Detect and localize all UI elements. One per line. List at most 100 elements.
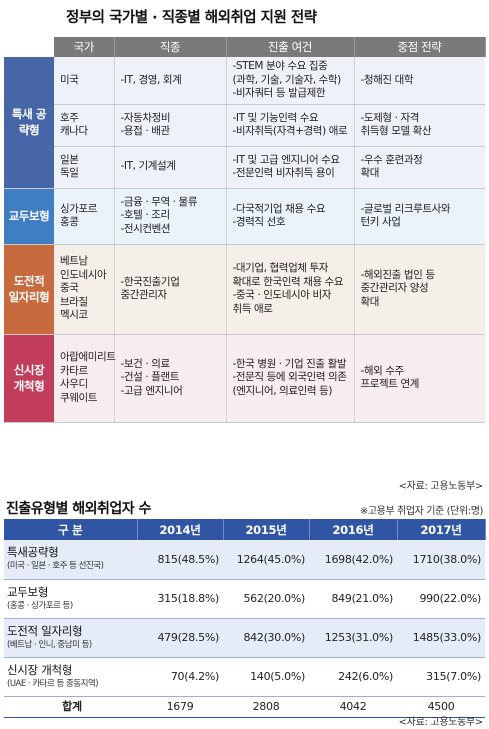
stats-total-label: 합계 (4, 696, 137, 718)
conditions-line: -비자쿼터 등 발급제한 (232, 87, 326, 99)
stats-row-title: 도전적 일자리형 (7, 623, 83, 638)
country-cell: 아랍에미리트 카타르 사우디 쿠웨이트 (54, 334, 116, 423)
conditions-cell: -한국 병원 · 기업 진출 활발 -전문직 등에 외국인력 의존 (엔지니어, 의… (225, 334, 354, 423)
header-strategy: 중점 전략 (354, 37, 486, 57)
country-line: 인도네시아 (60, 268, 107, 281)
stats-value-cell: 849(21.0%) (309, 579, 397, 619)
stats-value-cell: 479(28.5%) (137, 618, 223, 658)
conditions-line: -비자취득(자격+경력) 애로 (232, 125, 348, 137)
country-line: 홍콩 (60, 216, 79, 228)
strategy-cell: -해외 수주 프로젝트 연계 (353, 334, 485, 423)
conditions-cell: -IT 및 고급 엔지니어 수요 -전문인력 비자취득 용이 (225, 146, 354, 189)
strategy-line: 확대 (360, 167, 380, 179)
country-line: 일본 (60, 153, 79, 166)
country-line: 미국 (60, 73, 79, 86)
conditions-line: -중국 · 인도네시아 비자 (232, 289, 332, 301)
conditions-cell: -STEM 분야 수요 집중 (과학, 기술, 기술자, 수학) -비자쿼터 등 발… (225, 57, 354, 105)
jobs-line: -자동차정비 (120, 111, 171, 124)
strategy-line: 확대 (360, 295, 380, 308)
country-cell: 호주 캐나다 (54, 104, 114, 147)
jobs-line: -건설 · 플랜트 (120, 371, 180, 384)
conditions-line: -다국적기업 채용 수요 (232, 202, 326, 215)
strategy-cell: -해외진출 법인 등 중간관리자 양성 확대 (353, 244, 485, 335)
strategy-row: 신시장 개척형 아랍에미리트 카타르 사우디 쿠웨이트 -보건 · 의료 -건설 · 플랜트… (4, 334, 485, 423)
stats-header-2017: 2017년 (397, 519, 486, 540)
strategy-cell: -도제형 · 자격 취득형 모델 확산 (353, 104, 485, 147)
stats-row-subtitle: (베트남 · 인니, 중남미 등) (7, 639, 92, 650)
stats-row-title: 신시장 개척형 (7, 662, 73, 677)
stats-row-title: 특새공략형 (7, 545, 59, 560)
stats-row-title: 교두보형 (7, 584, 49, 599)
stats-value-cell: 815(48.5%) (137, 540, 223, 580)
jobs-line: -전시컨벤션 (120, 222, 171, 235)
stats-row-label: 도전적 일자리형 (베트남 · 인니, 중남미 등) (4, 618, 137, 658)
strategy-row: 교두보형 싱가포르 홍콩 -금융 · 무역 · 물류 -호텔 · 조리 -전시컨벤션 -다국… (4, 188, 485, 245)
strategy-row: 특새 공략형 미국 -IT, 경영, 회계 -STEM 분야 수요 집중 (과학, 기술… (4, 57, 485, 189)
jobs-line: -보건 · 의료 (120, 357, 171, 370)
country-line: 캐나다 (60, 125, 88, 137)
header-blank (4, 37, 54, 57)
stats-value-cell: 140(5.0%) (223, 657, 309, 697)
stats-row-label: 특새공략형 (미국 · 일본 · 호주 등 선진국) (4, 540, 137, 580)
stats-row-label: 신시장 개척형 (UAE · 카타르 등 중동지역) (4, 657, 137, 697)
stats-header-2016: 2016년 (309, 519, 398, 540)
stats-row-subtitle: (미국 · 일본 · 호주 등 선진국) (7, 561, 104, 572)
jobs-line: -금융 · 무역 · 물류 (120, 195, 198, 208)
stats-value-cell: 1253(31.0%) (309, 618, 397, 658)
stats-total-row: 합계 1679 2808 4042 4500 (4, 696, 485, 718)
jobs-cell: -한국진출기업 중간관리자 (113, 244, 226, 335)
strategy-cell: -청해진 대학 (353, 57, 485, 105)
stats-value-cell: 315(18.8%) (137, 579, 223, 619)
conditions-line: -STEM 분야 수요 집중 (232, 60, 328, 72)
stats-value-cell: 1710(38.0%) (397, 540, 485, 580)
category-cell: 신시장 개척형 (4, 334, 54, 423)
stats-value-cell: 1264(45.0%) (223, 540, 309, 580)
stats-value-cell: 315(7.0%) (397, 657, 485, 697)
strategy-line: -도제형 · 자격 (360, 111, 420, 124)
strategy-cell: -글로벌 리크루트사와 턴키 사업 (353, 188, 485, 245)
stats-row-label: 교두보형 (홍콩 · 싱가포르 등) (4, 579, 137, 619)
category-cell: 교두보형 (4, 188, 54, 245)
stats-row: 도전적 일자리형 (베트남 · 인니, 중남미 등) 479(28.5%) 842(3… (4, 618, 485, 658)
country-cell: 일본 독일 (54, 146, 114, 189)
country-line: 쿠웨이트 (60, 391, 98, 404)
stats-value-cell: 842(30.0%) (223, 618, 309, 658)
strategy-line: 취득형 모델 확산 (360, 125, 432, 137)
stats-total-cell: 4500 (397, 696, 485, 718)
header-conditions: 진출 여건 (226, 37, 355, 57)
strategy-line: -청해진 대학 (360, 73, 414, 86)
stats-total-cell: 2808 (223, 696, 309, 718)
conditions-cell: -IT 및 기능인력 수요 -비자취득(자격+경력) 애로 (225, 104, 354, 147)
conditions-line: 취득 애로 (232, 302, 273, 315)
country-line: 아랍에미리트 (60, 351, 116, 363)
conditions-line: -한국 병원 · 기업 진출 활발 (232, 357, 347, 370)
conditions-cell: -대기업, 협력업체 투자 확대로 한국인력 채용 수요 -중국 · 인도네시아 비… (225, 244, 354, 335)
conditions-line: -전문직 등에 외국인력 의존 (232, 371, 347, 384)
stats-row: 특새공략형 (미국 · 일본 · 호주 등 선진국) 815(48.5%) 1264(… (4, 540, 485, 580)
strategy-line: -해외진출 법인 등 (360, 268, 435, 281)
category-label: 신시장 개척형 (13, 363, 45, 393)
strategy-table: 국가 직종 진출 여건 중점 전략 특새 공략형 미국 -IT, 경영, 회계 -ST… (4, 37, 486, 423)
strategy-line: -우수 훈련과정 (360, 153, 423, 166)
country-line: 독일 (60, 167, 79, 179)
conditions-cell: -다국적기업 채용 수요 -경력직 선호 (225, 188, 354, 245)
strategy-source: <자료: 고용노동부> (398, 481, 484, 492)
stats-row: 신시장 개척형 (UAE · 카타르 등 중동지역) 70(4.2%) 140(5.0… (4, 657, 485, 697)
strategy-row: 도전적 일자리형 베트남 인도네시아 중국 브라질 멕시코 -한국진출기업 중간관리자 -대기업… (4, 244, 485, 335)
stats-value-cell: 242(6.0%) (309, 657, 397, 697)
jobs-line: -고급 엔지니어 (120, 384, 183, 397)
jobs-line: -호텔 · 조리 (120, 209, 171, 222)
stats-table: 구 분 2014년 2015년 2016년 2017년 특새공략형 (미국 · 일… (4, 519, 486, 718)
conditions-line: -대기업, 협력업체 투자 (232, 262, 329, 274)
conditions-line: -전문인력 비자취득 용이 (232, 167, 335, 179)
country-cell: 미국 (54, 57, 114, 105)
jobs-line: -용접 · 배관 (120, 125, 171, 137)
conditions-line: 확대로 한국인력 채용 수요 (232, 275, 344, 288)
jobs-cell: -자동차정비 -용접 · 배관 (113, 104, 226, 147)
stats-value-cell: 990(22.0%) (397, 579, 485, 619)
stats-header-row: 구 분 2014년 2015년 2016년 2017년 (4, 519, 486, 540)
stats-row-subtitle: (홍콩 · 싱가포르 등) (7, 600, 73, 611)
country-line: 사우디 (60, 378, 88, 390)
stats-row: 교두보형 (홍콩 · 싱가포르 등) 315(18.8%) 562(20.0%) 849… (4, 579, 485, 619)
stats-total-cell: 4042 (309, 696, 397, 718)
